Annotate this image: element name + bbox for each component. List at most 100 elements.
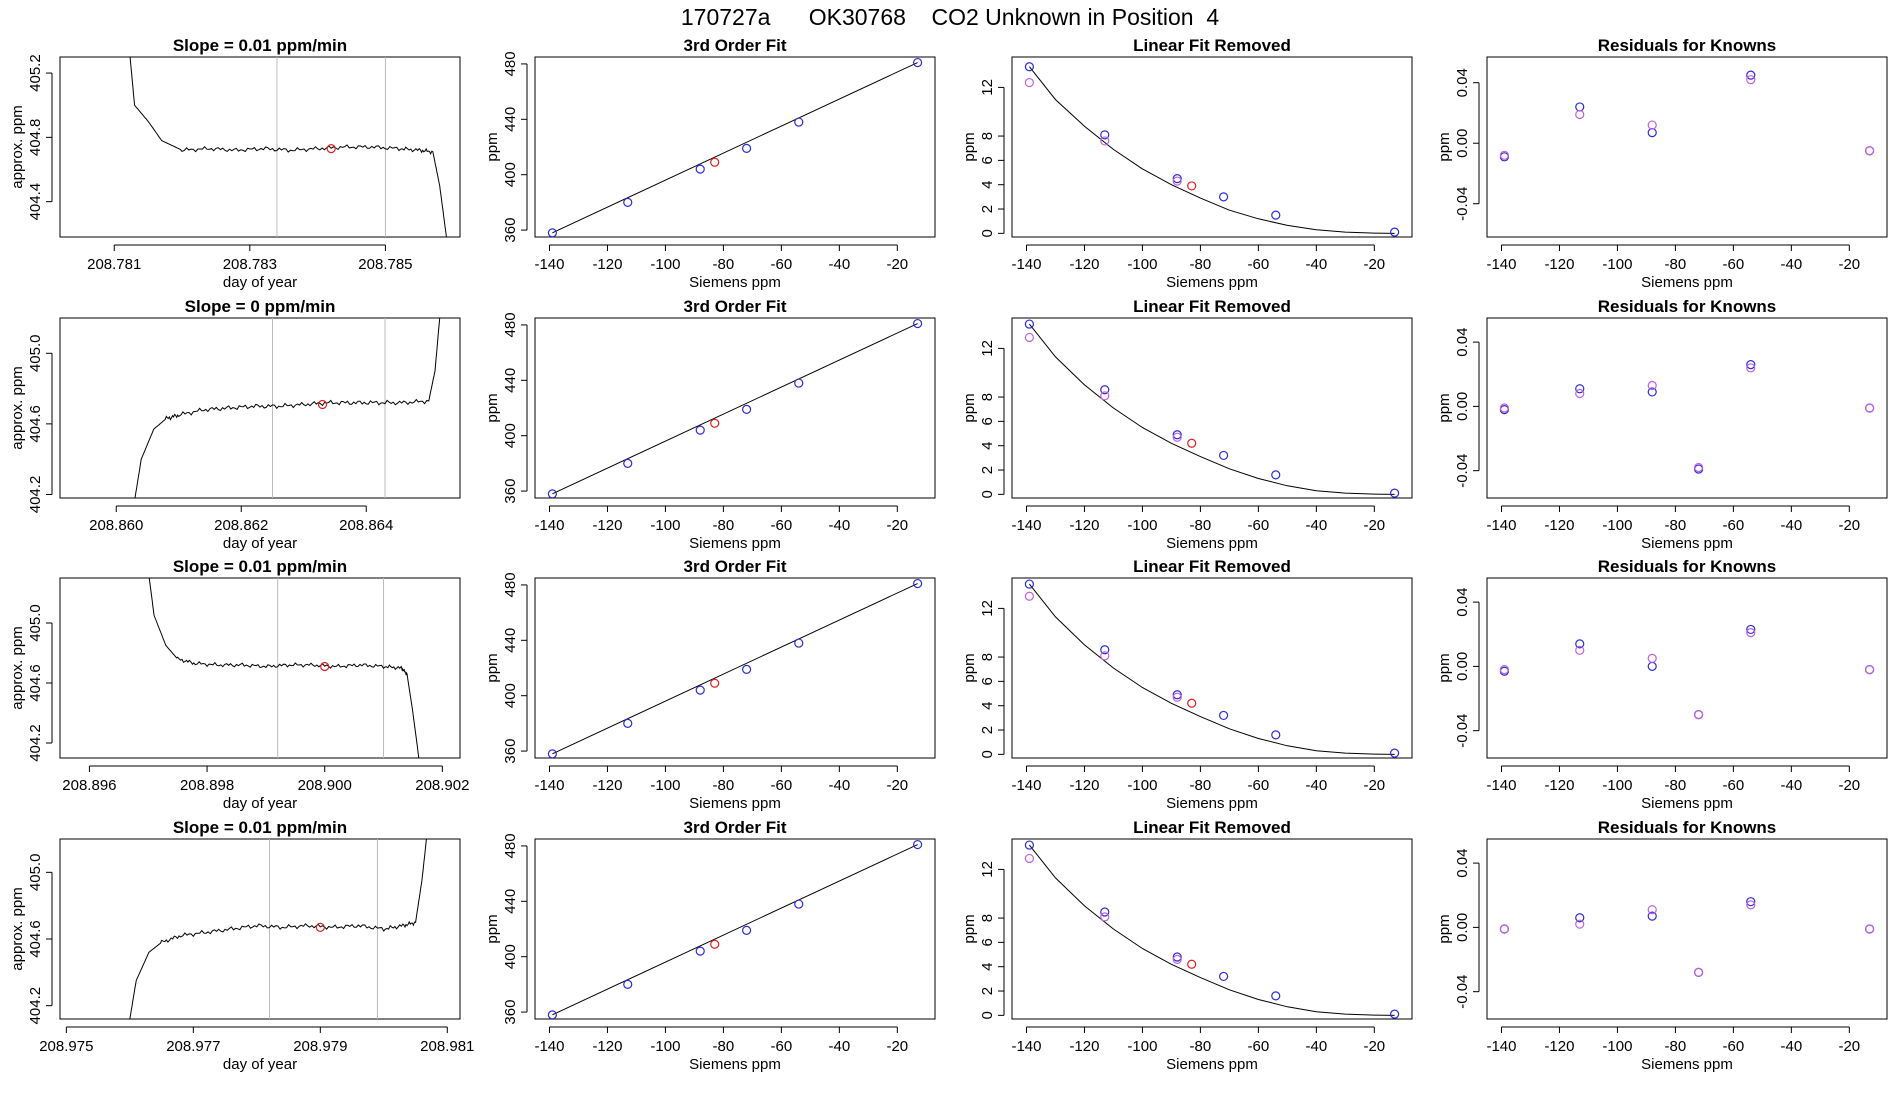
chart-panel-r4c4: Residuals for Knowns -140 -120 -100 -80 -60 -4… [1436, 818, 1888, 1073]
chart-panel-r1c1: Slope = 0.01 ppm/min 208.781 208.783 208.78… [9, 36, 461, 291]
data-point [913, 57, 923, 68]
x-tick-label: -140 [1486, 777, 1516, 794]
y-tick-label: -0.04 [1454, 454, 1471, 488]
y-tick-label: 404.4 [27, 183, 44, 221]
y-tick-label: 4 [979, 181, 996, 189]
data-point [1100, 907, 1110, 917]
y-tick-label: 2 [979, 726, 996, 734]
x-tick-label: -40 [1781, 256, 1803, 273]
x-tick-label: -80 [713, 1038, 735, 1055]
x-tick-label: -80 [1190, 777, 1212, 794]
data-point [794, 378, 804, 388]
data-point [695, 164, 705, 174]
y-tick-label: 0 [979, 490, 996, 498]
x-tick-label: -140 [534, 517, 564, 534]
y-tick-label: -0.04 [1454, 714, 1471, 748]
data-point [1865, 924, 1875, 934]
data-point [1575, 109, 1585, 120]
mean-marker-point [326, 144, 336, 154]
data-point [1024, 591, 1034, 601]
y-tick-label: 12 [979, 861, 996, 878]
y-tick-label: 6 [979, 417, 996, 425]
chart-panel-r2c4: Residuals for Knowns -140 -120 -100 -80 -60 -4… [1436, 297, 1888, 552]
x-tick-label: -60 [1248, 777, 1270, 794]
chart-title: Residuals for Knowns [1598, 36, 1777, 55]
y-tick-label: 6 [979, 677, 996, 685]
x-tick-label: -40 [1306, 1038, 1328, 1055]
x-tick-label: -40 [1306, 777, 1328, 794]
chart-title: Residuals for Knowns [1598, 297, 1777, 316]
chart-panel-r2c3: Linear Fit Removed -140 -120 -100 -80 -60 -40 -… [961, 297, 1413, 552]
y-tick-label: 0.04 [1454, 328, 1471, 357]
y-tick-label: 4 [979, 963, 996, 971]
data-point [547, 749, 557, 758]
plot-frame [1486, 838, 1888, 1020]
y-tick-label: 8 [979, 653, 996, 661]
x-tick-label: -20 [886, 256, 908, 273]
data-point [710, 939, 720, 949]
y-tick-label: 2 [979, 466, 996, 474]
data-point [1575, 639, 1585, 649]
x-tick-label: 208.979 [293, 1038, 347, 1055]
x-tick-label: -60 [1723, 256, 1745, 273]
x-tick-label: -60 [771, 777, 793, 794]
data-point [1575, 645, 1585, 655]
mean-marker-point [320, 661, 330, 672]
plot-data [1499, 70, 1875, 162]
x-tick-label: -60 [1248, 517, 1270, 534]
x-tick-label: 208.900 [298, 777, 352, 794]
y-tick-label: 0.00 [1454, 392, 1471, 421]
data-point [1746, 628, 1756, 638]
y-tick-label: 405.0 [27, 604, 44, 642]
x-tick-label: -80 [713, 777, 735, 794]
data-point [1390, 1009, 1400, 1019]
x-tick-label: -100 [1127, 1038, 1157, 1055]
plot-frame [1486, 317, 1888, 499]
data-point [1187, 959, 1197, 969]
y-tick-label: 400 [502, 944, 519, 969]
x-tick-label: -100 [1602, 517, 1632, 534]
ppm-trace-line [129, 57, 447, 237]
y-tick-label: 12 [979, 340, 996, 357]
plot-frame [534, 577, 936, 759]
x-tick-label: -40 [1781, 1038, 1803, 1055]
x-tick-label: -20 [1838, 256, 1860, 273]
data-point [741, 925, 752, 935]
x-tick-label: -120 [1544, 777, 1574, 794]
x-tick-label: -60 [1723, 1038, 1745, 1055]
y-tick-label: 405.2 [27, 54, 44, 92]
plot-frame [59, 317, 461, 499]
plot-frame [1486, 56, 1888, 238]
y-axis-label: approx. ppm [9, 366, 26, 449]
x-tick-label: -60 [771, 256, 793, 273]
data-point [1499, 403, 1509, 413]
x-axis-label: Siemens ppm [1641, 795, 1733, 812]
data-point [1100, 391, 1110, 401]
x-tick-label: 208.975 [39, 1038, 93, 1055]
y-tick-label: 440 [502, 368, 519, 393]
x-axis-label: Siemens ppm [1641, 535, 1733, 552]
y-tick-label: 480 [502, 833, 519, 858]
y-axis-label: ppm [961, 653, 978, 682]
x-tick-label: -80 [1190, 517, 1212, 534]
y-tick-label: 405.0 [27, 854, 44, 892]
chart-title: Linear Fit Removed [1133, 818, 1291, 837]
x-tick-label: -60 [771, 1038, 793, 1055]
x-tick-label: -40 [829, 517, 851, 534]
x-tick-label: -120 [1544, 1038, 1574, 1055]
plot-frame [1011, 838, 1413, 1020]
plot-frame [59, 838, 461, 1020]
data-point [1575, 388, 1585, 399]
data-point [1172, 432, 1182, 442]
chart-panel-r1c3: Linear Fit Removed -140 -120 -100 -80 -60 -40 -… [961, 36, 1413, 291]
x-tick-label: -60 [1248, 1038, 1270, 1055]
chart-title: Slope = 0.01 ppm/min [173, 36, 347, 55]
plot-data [129, 57, 447, 237]
x-tick-label: 208.898 [180, 777, 234, 794]
y-tick-label: 0.00 [1454, 913, 1471, 942]
data-point [1100, 912, 1110, 922]
data-point [1172, 692, 1182, 702]
x-axis-label: Siemens ppm [1641, 1056, 1733, 1073]
y-tick-label: 404.6 [27, 920, 44, 958]
